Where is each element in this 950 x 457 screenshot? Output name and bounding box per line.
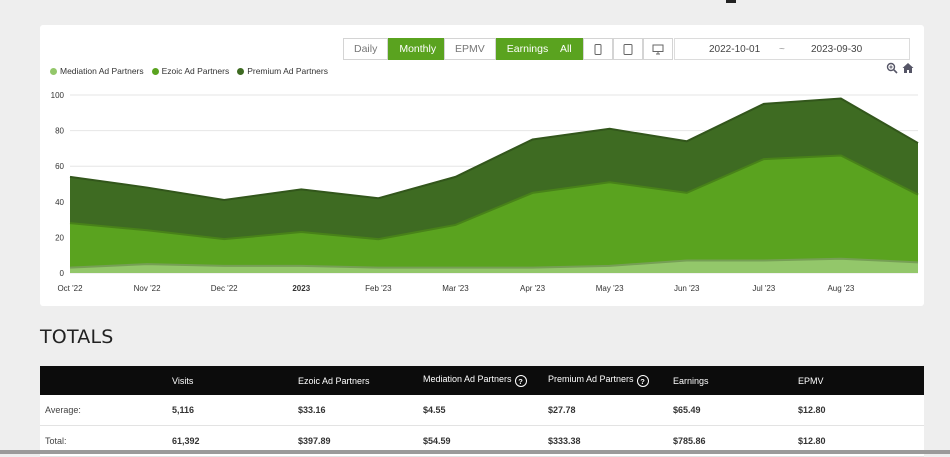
row-label: Average: — [40, 395, 172, 426]
phone-button[interactable] — [582, 38, 613, 60]
x-tick-label: Mar '23 — [442, 284, 469, 293]
legend-dot — [151, 67, 159, 75]
x-tick-label: Jul '23 — [752, 284, 775, 293]
earnings-button[interactable]: Earnings — [495, 38, 560, 60]
header-epmv: EPMV — [798, 366, 924, 395]
y-tick-label: 40 — [55, 198, 64, 207]
chart-card: Daily Monthly EPMV Earnings All 2022-10-… — [40, 25, 924, 306]
table-row: Average: 5,116 $33.16 $4.55 $27.78 $65.4… — [40, 395, 924, 426]
y-tick-label: 60 — [55, 162, 64, 171]
legend-item-premium[interactable]: Premium Ad Partners — [237, 66, 328, 76]
y-tick-label: 0 — [60, 269, 65, 278]
x-tick-label: Aug '23 — [827, 284, 854, 293]
zoom-icon[interactable] — [886, 62, 898, 74]
header-blank — [40, 366, 172, 395]
header-mediation: Mediation Ad Partners? — [423, 366, 548, 395]
x-tick-label: Nov '22 — [134, 284, 161, 293]
legend-dot — [237, 67, 245, 75]
header-premium: Premium Ad Partners? — [548, 366, 673, 395]
date-start: 2022-10-01 — [709, 43, 761, 55]
x-tick-label: Apr '23 — [520, 284, 546, 293]
monthly-button[interactable]: Monthly — [388, 38, 448, 60]
phone-icon — [594, 43, 602, 55]
legend-item-mediation[interactable]: Mediation Ad Partners — [50, 66, 144, 76]
x-tick-label: Oct '22 — [57, 284, 83, 293]
period-toggle: Daily Monthly — [343, 38, 448, 60]
area-mediation-ad-partners — [70, 258, 918, 273]
cell-mediation: $4.55 — [423, 395, 548, 426]
header-ezoic: Ezoic Ad Partners — [298, 366, 423, 395]
checkbox-icon — [726, 0, 736, 3]
tablet-icon — [623, 43, 633, 55]
header-visits: Visits — [172, 366, 298, 395]
chart-tools — [886, 62, 914, 74]
help-icon[interactable]: ? — [636, 375, 649, 388]
tablet-button[interactable] — [612, 38, 643, 60]
cell-ezoic: $33.16 — [298, 395, 423, 426]
line-premium-ad-partners — [69, 97, 919, 202]
cell-premium: $27.78 — [548, 395, 673, 426]
daily-button[interactable]: Daily — [343, 38, 389, 60]
cell-visits: 5,116 — [172, 395, 298, 426]
area-premium-ad-partners — [70, 98, 918, 240]
legend-dot — [50, 67, 57, 75]
cell-epmv: $12.80 — [798, 395, 924, 426]
totals-table: Visits Ezoic Ad Partners Mediation Ad Pa… — [40, 366, 924, 457]
stacked-area-chart: 0 20 40 60 80 100 Oct '22 Nov '22 Dec '22 2023 Feb… — [51, 91, 919, 293]
top-link-clipped[interactable] — [726, 0, 926, 4]
totals-title: TOTALS — [40, 326, 114, 348]
epmv-button[interactable]: EPMV — [444, 38, 496, 60]
y-tick-label: 100 — [51, 91, 65, 100]
device-toggle: All — [549, 38, 673, 60]
metric-toggle: EPMV Earnings — [444, 38, 560, 60]
help-icon[interactable]: ? — [514, 375, 527, 388]
date-range-picker[interactable]: 2022-10-01 ~ 2023-09-30 — [674, 38, 910, 60]
x-tick-label: 2023 — [292, 284, 310, 293]
line-ezoic-ad-partners — [69, 154, 919, 241]
date-separator: ~ — [779, 43, 785, 55]
date-end: 2023-09-30 — [811, 43, 863, 55]
chart-legend: Mediation Ad Partners Ezoic Ad Partners … — [50, 66, 328, 76]
area-ezoic-ad-partners — [70, 155, 918, 268]
desktop-icon — [652, 44, 664, 54]
y-tick-label: 20 — [55, 233, 64, 242]
y-tick-label: 80 — [55, 127, 64, 136]
x-tick-label: May '23 — [596, 284, 624, 293]
line-mediation-ad-partners — [69, 257, 919, 269]
cell-earnings: $65.49 — [673, 395, 798, 426]
x-tick-label: Feb '23 — [365, 284, 392, 293]
header-earnings: Earnings — [673, 366, 798, 395]
home-icon[interactable] — [902, 62, 914, 74]
x-tick-label: Dec '22 — [211, 284, 238, 293]
horizontal-scrollbar[interactable] — [0, 450, 950, 454]
legend-item-ezoic[interactable]: Ezoic Ad Partners — [151, 66, 229, 76]
desktop-button[interactable] — [642, 38, 673, 60]
totals-header-row: Visits Ezoic Ad Partners Mediation Ad Pa… — [40, 366, 924, 395]
x-tick-label: Jun '23 — [674, 284, 700, 293]
all-devices-button[interactable]: All — [549, 38, 583, 60]
